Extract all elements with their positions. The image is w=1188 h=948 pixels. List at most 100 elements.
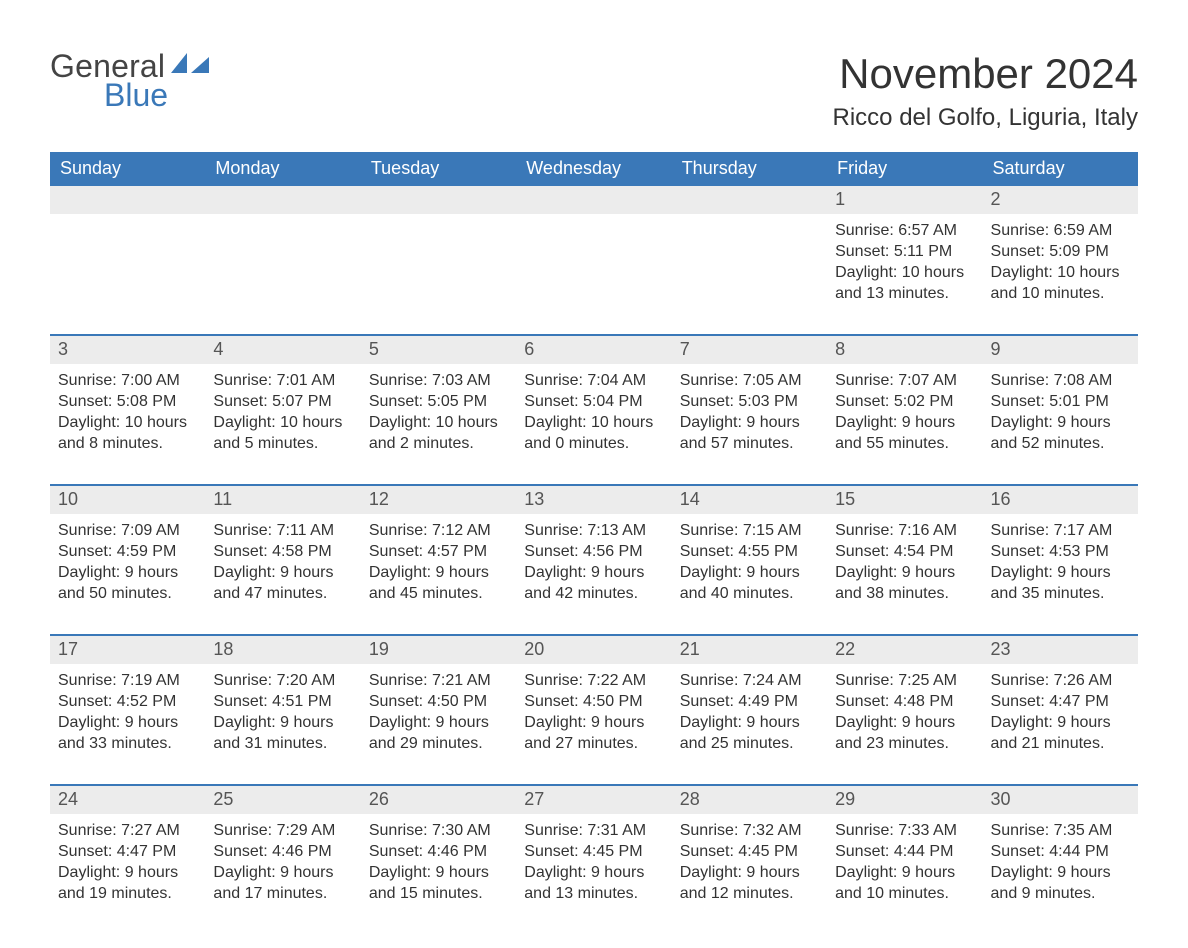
day-body: Sunrise: 7:09 AMSunset: 4:59 PMDaylight:… [50, 514, 205, 608]
day-body: Sunrise: 7:03 AMSunset: 5:05 PMDaylight:… [361, 364, 516, 458]
day-cell: 9Sunrise: 7:08 AMSunset: 5:01 PMDaylight… [983, 336, 1138, 458]
day-cell: 19Sunrise: 7:21 AMSunset: 4:50 PMDayligh… [361, 636, 516, 758]
page: General Blue November 2024 Ricco del Gol… [0, 0, 1188, 948]
sunrise-line: Sunrise: 7:24 AM [680, 670, 819, 691]
title-block: November 2024 Ricco del Golfo, Liguria, … [833, 50, 1138, 138]
day-body: Sunrise: 7:01 AMSunset: 5:07 PMDaylight:… [205, 364, 360, 458]
day-number [361, 186, 516, 214]
week-row: 3Sunrise: 7:00 AMSunset: 5:08 PMDaylight… [50, 334, 1138, 458]
day-number: 9 [983, 336, 1138, 364]
sunrise-line: Sunrise: 7:20 AM [213, 670, 352, 691]
weekday-tuesday: Tuesday [361, 152, 516, 186]
daylight-line: Daylight: 9 hours and 15 minutes. [369, 862, 508, 904]
location: Ricco del Golfo, Liguria, Italy [833, 104, 1138, 132]
sunrise-line: Sunrise: 7:01 AM [213, 370, 352, 391]
daylight-line: Daylight: 9 hours and 13 minutes. [524, 862, 663, 904]
day-body: Sunrise: 7:13 AMSunset: 4:56 PMDaylight:… [516, 514, 671, 608]
day-body: Sunrise: 7:33 AMSunset: 4:44 PMDaylight:… [827, 814, 982, 908]
sunrise-line: Sunrise: 7:19 AM [58, 670, 197, 691]
daylight-line: Daylight: 9 hours and 52 minutes. [991, 412, 1130, 454]
day-body: Sunrise: 7:29 AMSunset: 4:46 PMDaylight:… [205, 814, 360, 908]
day-cell: 15Sunrise: 7:16 AMSunset: 4:54 PMDayligh… [827, 486, 982, 608]
day-body: Sunrise: 7:04 AMSunset: 5:04 PMDaylight:… [516, 364, 671, 458]
weekday-header-row: Sunday Monday Tuesday Wednesday Thursday… [50, 152, 1138, 186]
sunrise-line: Sunrise: 7:12 AM [369, 520, 508, 541]
sunset-line: Sunset: 4:57 PM [369, 541, 508, 562]
day-cell: 7Sunrise: 7:05 AMSunset: 5:03 PMDaylight… [672, 336, 827, 458]
day-body: Sunrise: 7:19 AMSunset: 4:52 PMDaylight:… [50, 664, 205, 758]
day-body: Sunrise: 7:15 AMSunset: 4:55 PMDaylight:… [672, 514, 827, 608]
day-body: Sunrise: 7:07 AMSunset: 5:02 PMDaylight:… [827, 364, 982, 458]
daylight-line: Daylight: 9 hours and 31 minutes. [213, 712, 352, 754]
day-body: Sunrise: 7:27 AMSunset: 4:47 PMDaylight:… [50, 814, 205, 908]
weekday-friday: Friday [827, 152, 982, 186]
day-number: 1 [827, 186, 982, 214]
day-body: Sunrise: 7:32 AMSunset: 4:45 PMDaylight:… [672, 814, 827, 908]
day-number: 26 [361, 786, 516, 814]
day-cell: 30Sunrise: 7:35 AMSunset: 4:44 PMDayligh… [983, 786, 1138, 908]
sunset-line: Sunset: 4:47 PM [58, 841, 197, 862]
sunrise-line: Sunrise: 7:16 AM [835, 520, 974, 541]
daylight-line: Daylight: 9 hours and 29 minutes. [369, 712, 508, 754]
daylight-line: Daylight: 9 hours and 40 minutes. [680, 562, 819, 604]
daylight-line: Daylight: 9 hours and 42 minutes. [524, 562, 663, 604]
sunrise-line: Sunrise: 7:17 AM [991, 520, 1130, 541]
day-number [205, 186, 360, 214]
sunset-line: Sunset: 5:08 PM [58, 391, 197, 412]
daylight-line: Daylight: 9 hours and 23 minutes. [835, 712, 974, 754]
daylight-line: Daylight: 9 hours and 27 minutes. [524, 712, 663, 754]
day-body: Sunrise: 6:57 AMSunset: 5:11 PMDaylight:… [827, 214, 982, 308]
day-cell: 4Sunrise: 7:01 AMSunset: 5:07 PMDaylight… [205, 336, 360, 458]
day-cell: 23Sunrise: 7:26 AMSunset: 4:47 PMDayligh… [983, 636, 1138, 758]
day-cell [361, 186, 516, 308]
day-cell: 29Sunrise: 7:33 AMSunset: 4:44 PMDayligh… [827, 786, 982, 908]
daylight-line: Daylight: 10 hours and 5 minutes. [213, 412, 352, 454]
day-number: 8 [827, 336, 982, 364]
sunrise-line: Sunrise: 7:27 AM [58, 820, 197, 841]
day-number: 29 [827, 786, 982, 814]
daylight-line: Daylight: 10 hours and 13 minutes. [835, 262, 974, 304]
day-body: Sunrise: 7:12 AMSunset: 4:57 PMDaylight:… [361, 514, 516, 608]
day-body: Sunrise: 7:17 AMSunset: 4:53 PMDaylight:… [983, 514, 1138, 608]
day-body: Sunrise: 7:31 AMSunset: 4:45 PMDaylight:… [516, 814, 671, 908]
day-number: 21 [672, 636, 827, 664]
weekday-thursday: Thursday [672, 152, 827, 186]
daylight-line: Daylight: 9 hours and 33 minutes. [58, 712, 197, 754]
day-body: Sunrise: 7:26 AMSunset: 4:47 PMDaylight:… [983, 664, 1138, 758]
sunset-line: Sunset: 5:11 PM [835, 241, 974, 262]
sunset-line: Sunset: 4:55 PM [680, 541, 819, 562]
day-number: 17 [50, 636, 205, 664]
day-cell [50, 186, 205, 308]
day-number: 24 [50, 786, 205, 814]
sunrise-line: Sunrise: 7:03 AM [369, 370, 508, 391]
sunset-line: Sunset: 4:59 PM [58, 541, 197, 562]
daylight-line: Daylight: 9 hours and 10 minutes. [835, 862, 974, 904]
day-cell: 5Sunrise: 7:03 AMSunset: 5:05 PMDaylight… [361, 336, 516, 458]
month-title: November 2024 [833, 50, 1138, 98]
sunset-line: Sunset: 4:48 PM [835, 691, 974, 712]
day-body: Sunrise: 7:11 AMSunset: 4:58 PMDaylight:… [205, 514, 360, 608]
day-cell: 1Sunrise: 6:57 AMSunset: 5:11 PMDaylight… [827, 186, 982, 308]
sunset-line: Sunset: 5:09 PM [991, 241, 1130, 262]
week-row: 17Sunrise: 7:19 AMSunset: 4:52 PMDayligh… [50, 634, 1138, 758]
weekday-wednesday: Wednesday [516, 152, 671, 186]
sunrise-line: Sunrise: 7:00 AM [58, 370, 197, 391]
daylight-line: Daylight: 9 hours and 19 minutes. [58, 862, 197, 904]
day-cell: 22Sunrise: 7:25 AMSunset: 4:48 PMDayligh… [827, 636, 982, 758]
sunset-line: Sunset: 4:47 PM [991, 691, 1130, 712]
sunset-line: Sunset: 4:52 PM [58, 691, 197, 712]
daylight-line: Daylight: 9 hours and 38 minutes. [835, 562, 974, 604]
day-body: Sunrise: 7:22 AMSunset: 4:50 PMDaylight:… [516, 664, 671, 758]
day-cell: 16Sunrise: 7:17 AMSunset: 4:53 PMDayligh… [983, 486, 1138, 608]
day-number: 14 [672, 486, 827, 514]
day-cell: 21Sunrise: 7:24 AMSunset: 4:49 PMDayligh… [672, 636, 827, 758]
sunset-line: Sunset: 4:45 PM [524, 841, 663, 862]
week-row: 24Sunrise: 7:27 AMSunset: 4:47 PMDayligh… [50, 784, 1138, 908]
weekday-monday: Monday [205, 152, 360, 186]
day-number: 13 [516, 486, 671, 514]
daylight-line: Daylight: 9 hours and 35 minutes. [991, 562, 1130, 604]
day-cell: 18Sunrise: 7:20 AMSunset: 4:51 PMDayligh… [205, 636, 360, 758]
daylight-line: Daylight: 9 hours and 21 minutes. [991, 712, 1130, 754]
calendar-body: 1Sunrise: 6:57 AMSunset: 5:11 PMDaylight… [50, 186, 1138, 908]
day-cell: 2Sunrise: 6:59 AMSunset: 5:09 PMDaylight… [983, 186, 1138, 308]
